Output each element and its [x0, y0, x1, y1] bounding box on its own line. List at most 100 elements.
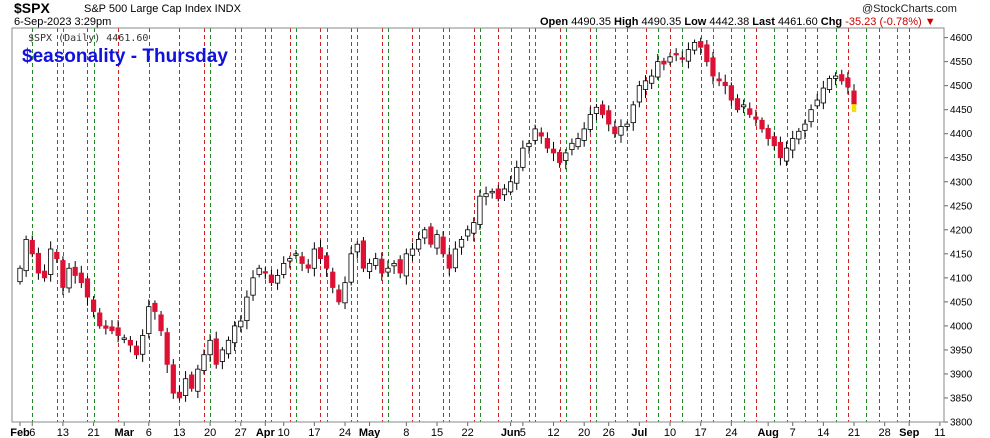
candle-body	[35, 252, 42, 274]
y-tick-label: 4500	[950, 81, 973, 92]
x-tick-label: 6	[29, 427, 35, 438]
candle-body	[41, 270, 48, 279]
candle-body	[587, 114, 593, 130]
candle-body	[305, 264, 311, 269]
candle-body	[839, 74, 845, 82]
candle-body	[716, 78, 722, 82]
candle-body	[274, 275, 281, 284]
candle-body	[78, 272, 84, 284]
x-tick-label: 27	[235, 427, 247, 438]
candle-body	[845, 77, 851, 88]
candle-body	[281, 263, 287, 275]
candle-body	[489, 190, 495, 194]
candle-body	[317, 247, 324, 260]
low-label: Low	[684, 16, 707, 28]
y-tick-label: 3900	[950, 369, 973, 380]
candle-body	[311, 248, 317, 269]
candle-body	[72, 266, 78, 276]
y-tick-label: 4250	[950, 201, 973, 212]
candle-body	[324, 255, 330, 269]
overlay-title: $easonality - Thursday	[22, 46, 228, 67]
last-value: 4461.60	[777, 16, 818, 28]
candle-body	[581, 128, 587, 141]
candle-body	[391, 263, 397, 267]
plot-background	[12, 28, 944, 422]
candle-body	[630, 104, 636, 124]
x-tick-label: Aug	[757, 427, 778, 438]
candle-body	[29, 239, 35, 255]
chg-value: -35.23 (-0.78%)	[845, 16, 922, 28]
candle-body	[826, 78, 833, 90]
candle-body	[342, 282, 348, 304]
candle-body	[103, 325, 109, 329]
candle-body	[465, 229, 471, 237]
candle-body	[416, 239, 422, 250]
candle-body	[753, 116, 759, 120]
candle-body	[685, 49, 692, 62]
x-tick-label: 24	[339, 427, 351, 438]
candle-body	[115, 327, 121, 336]
y-tick-label: 3950	[950, 345, 973, 356]
candle-body	[256, 267, 262, 275]
high-label: High	[614, 16, 639, 28]
candle-body	[428, 226, 434, 245]
candle-body	[557, 152, 563, 163]
x-tick-label: 10	[278, 427, 290, 438]
candle-body	[293, 253, 299, 256]
candle-body	[507, 181, 514, 193]
candle-body	[642, 80, 649, 90]
candle-body	[403, 253, 409, 277]
x-tick-label: May	[359, 427, 381, 438]
candle-body	[66, 267, 72, 289]
candle-body	[734, 98, 741, 111]
open-value: 4490.35	[571, 16, 611, 28]
candle-body	[777, 141, 784, 159]
candle-body	[127, 339, 133, 346]
y-tick-label: 3850	[950, 393, 973, 404]
x-tick-label: 15	[431, 427, 443, 438]
candle-body	[783, 147, 790, 162]
candle-body	[667, 56, 673, 63]
candle-body	[704, 44, 710, 63]
x-tick-label: 6	[146, 427, 152, 438]
candle-body	[201, 354, 207, 371]
symbol-label: $SPX	[14, 0, 50, 16]
candle-body	[747, 108, 753, 115]
candle-body	[97, 312, 103, 327]
x-tick-label: 17	[308, 427, 320, 438]
x-axis: Feb 6 13 21 Mar 6 13 20 27 Apr 10 17 24 May 8 15 22 Jun 5 1…	[10, 422, 946, 438]
x-tick-label: 22	[462, 427, 474, 438]
x-tick-label: 10	[664, 427, 676, 438]
candle-body	[379, 258, 385, 274]
candle-body	[250, 277, 256, 296]
candle-body	[771, 136, 777, 147]
candle-body	[563, 152, 569, 162]
candle-body	[366, 263, 373, 273]
candle-body	[636, 85, 642, 103]
candle-body	[262, 271, 268, 274]
candle-body	[710, 57, 716, 77]
candle-body	[814, 99, 820, 107]
candle-body	[833, 75, 839, 79]
datetime-label: 6-Sep-2023 3:29pm	[14, 16, 112, 28]
candle-body	[649, 75, 655, 84]
candle-body	[90, 299, 97, 312]
candle-body	[796, 130, 802, 140]
candle-body	[397, 259, 403, 274]
candle-body	[133, 345, 140, 356]
candle-body	[722, 81, 728, 87]
candle-body	[60, 260, 66, 288]
candle-body	[477, 195, 483, 225]
candle-body	[48, 248, 54, 275]
candle-body	[385, 267, 391, 273]
candle-body	[330, 271, 336, 288]
candle-body	[526, 142, 532, 148]
x-tick-label: Jul	[631, 427, 647, 438]
candle-body	[495, 188, 501, 199]
candle-body	[354, 243, 360, 253]
high-value: 4490.35	[641, 16, 682, 28]
candle-body	[84, 278, 91, 298]
candle-body	[287, 258, 293, 262]
candle-body	[189, 374, 195, 389]
candle-body	[238, 320, 244, 328]
